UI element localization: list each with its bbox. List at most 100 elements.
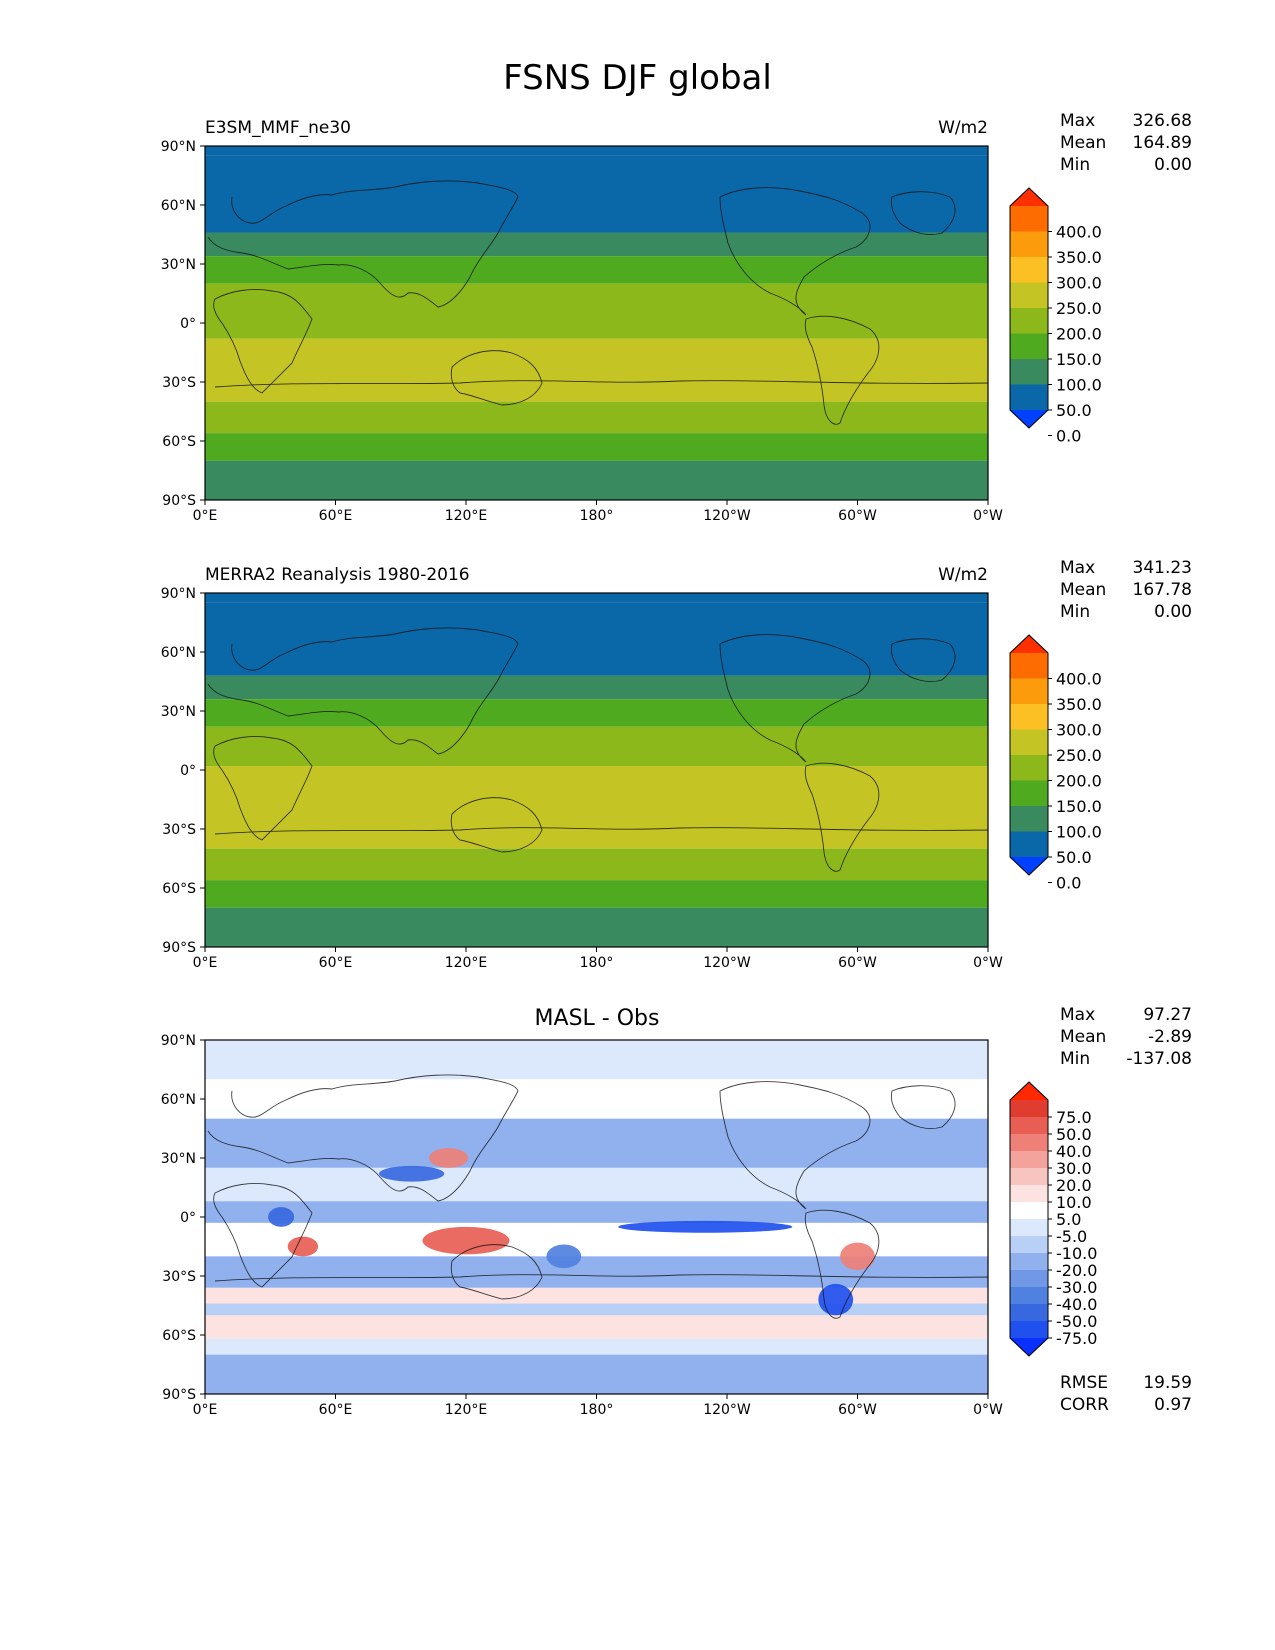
colorbar-tick-label: -40.0 <box>1056 1295 1097 1314</box>
stat-label: Mean <box>1060 1027 1107 1047</box>
map-plot: 0°E 60°E 120°E 180° 120°W 60°W 0°W 90°N 60°N 30°N… <box>161 586 1102 971</box>
field-band <box>205 1303 988 1316</box>
colorbar-segment <box>1010 1202 1048 1220</box>
x-tick-label: 60°W <box>838 508 877 524</box>
colorbar-tick-label: -20.0 <box>1056 1261 1097 1280</box>
x-tick-label: 0°W <box>973 508 1003 524</box>
figure-title: FSNS DJF global <box>503 58 772 98</box>
field-band <box>205 1354 988 1394</box>
coastline-layer <box>207 1074 988 1319</box>
field-anomaly <box>546 1244 582 1269</box>
y-tick-label: 0° <box>180 316 196 332</box>
field-band <box>205 232 988 257</box>
colorbar-segment <box>1010 704 1048 730</box>
field-band <box>205 433 988 461</box>
field-band <box>205 1315 988 1339</box>
colorbar-tick-label: 300.0 <box>1056 721 1102 740</box>
colorbar-segment <box>1010 1134 1048 1152</box>
coastline <box>450 350 543 406</box>
x-tick-label: 120°W <box>703 508 751 524</box>
stats-box: Max 97.27 Mean -2.89 Min -137.08 <box>1060 1004 1192 1070</box>
x-tick-label: 120°E <box>445 955 488 971</box>
stat-label: Min <box>1060 155 1091 175</box>
field-band <box>205 675 988 700</box>
field-band <box>205 848 988 881</box>
error-stats-box: RMSE 19.59 CORR 0.97 <box>1060 1372 1192 1416</box>
x-tick-label: 120°W <box>703 1402 751 1418</box>
coastline <box>719 634 871 763</box>
colorbar: 75.050.040.030.020.010.05.0-5.0-10.0-20.… <box>1009 1081 1097 1357</box>
stats-box: Max 341.23 Mean 167.78 Min 0.00 <box>1060 557 1192 623</box>
x-tick-label: 0°W <box>973 955 1003 971</box>
colorbar-segment <box>1010 1236 1048 1254</box>
panel-title-left: MERRA2 Reanalysis 1980-2016 <box>205 565 470 585</box>
colorbar-tick-label: 300.0 <box>1056 274 1102 293</box>
field-layer <box>205 593 988 947</box>
stat-label: RMSE <box>1060 1373 1109 1393</box>
colorbar-tick-label: -5.0 <box>1056 1227 1087 1246</box>
colorbar-segment <box>1010 1168 1048 1186</box>
colorbar-tick-label: 250.0 <box>1056 299 1102 318</box>
y-tick-label: 0° <box>180 1210 196 1226</box>
coastline <box>890 191 956 235</box>
colorbar-segment <box>1010 231 1048 258</box>
colorbar-tick-label: 20.0 <box>1056 1176 1092 1195</box>
field-band <box>205 593 988 603</box>
colorbar-segment <box>1010 359 1048 385</box>
x-tick-label: 180° <box>580 508 614 524</box>
x-tick-label: 0°E <box>193 508 218 524</box>
stat-label: Max <box>1060 1005 1096 1025</box>
y-tick-label: 60°N <box>161 198 196 214</box>
coastline <box>213 288 313 394</box>
field-band <box>205 880 988 908</box>
field-band <box>205 1338 988 1355</box>
stat-value: -137.08 <box>1126 1049 1192 1069</box>
colorbar-tick-label: 40.0 <box>1056 1142 1092 1161</box>
coastline <box>450 1244 543 1300</box>
stat-value: 326.68 <box>1132 111 1192 131</box>
field-band <box>205 907 988 947</box>
colorbar: 400.0 350.0 300.0 250.0 200.0 150.0 100.0 50.0 0… <box>1009 634 1102 893</box>
y-tick-label: 60°N <box>161 645 196 661</box>
coastline <box>214 1274 988 1282</box>
colorbar-segment <box>1010 1304 1048 1322</box>
y-tick-label: 30°N <box>161 1151 196 1167</box>
coastline <box>804 762 880 872</box>
field-layer <box>205 1040 988 1394</box>
field-anomaly <box>268 1207 295 1227</box>
y-tick-label: 60°S <box>162 434 196 450</box>
colorbar-segment <box>1010 1219 1048 1237</box>
field-band <box>205 602 988 676</box>
field-band <box>205 1201 988 1223</box>
colorbar-segment <box>1010 333 1048 360</box>
colorbar-tick-label: 10.0 <box>1056 1193 1092 1212</box>
coastline-layer <box>207 627 988 872</box>
colorbar-tick-label: -30.0 <box>1056 1278 1097 1297</box>
colorbar-segment <box>1010 729 1048 756</box>
field-band <box>205 460 988 500</box>
x-tick-label: 120°W <box>703 955 751 971</box>
field-band <box>205 1079 988 1119</box>
colorbar-tick-label: 200.0 <box>1056 772 1102 791</box>
y-tick-label: 60°N <box>161 1092 196 1108</box>
panel-difference: MASL - Obs Max 97.27 Mean -2.89 Min -137.08… <box>0 1004 1275 1486</box>
coastline <box>207 1074 519 1202</box>
colorbar-tick-label: 200.0 <box>1056 325 1102 344</box>
colorbar-segment <box>1010 1287 1048 1305</box>
colorbar-segment <box>1010 831 1048 858</box>
stat-value: 341.23 <box>1132 558 1192 578</box>
colorbar-segment <box>1010 678 1048 705</box>
field-band <box>205 726 988 767</box>
colorbar-tick-label: 400.0 <box>1056 670 1102 689</box>
x-tick-label: 180° <box>580 1402 614 1418</box>
y-tick-label: 30°S <box>162 1269 196 1285</box>
field-anomaly <box>422 1226 510 1255</box>
stat-label: Max <box>1060 111 1096 131</box>
y-tick-label: 90°N <box>161 139 196 155</box>
stat-value: 97.27 <box>1143 1005 1192 1025</box>
y-tick-label: 30°S <box>162 822 196 838</box>
stat-value: 19.59 <box>1143 1373 1192 1393</box>
field-band <box>205 338 988 402</box>
colorbar-tick-label: 5.0 <box>1056 1210 1081 1229</box>
colorbar-segment <box>1010 1270 1048 1288</box>
